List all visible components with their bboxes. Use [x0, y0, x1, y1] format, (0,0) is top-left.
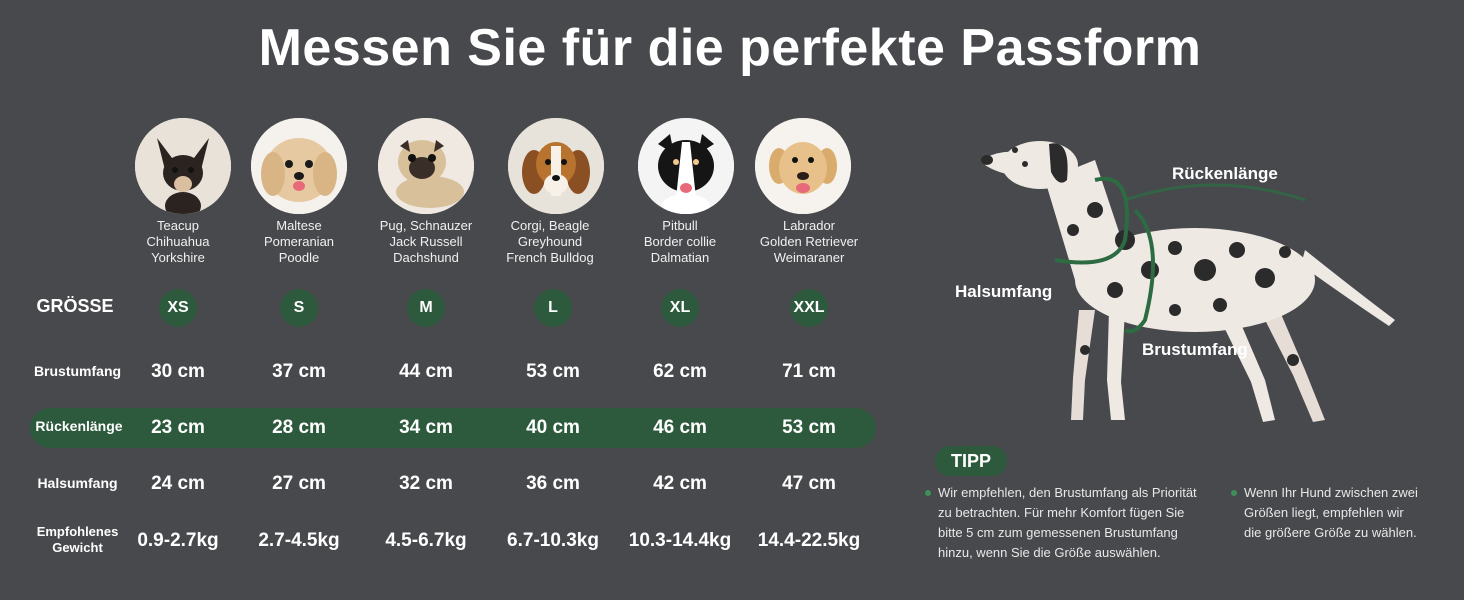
tip-between-sizes: Wenn Ihr Hund zwischen zwei Größen liegt… — [1231, 483, 1444, 543]
maltese-icon — [251, 118, 347, 214]
chest-value: 37 cm — [272, 361, 326, 382]
chest-row-label: Brustumfang — [33, 363, 122, 379]
weight-value: 14.4-22.5kg — [757, 530, 861, 551]
breed-list: Labrador Golden Retriever Weimaraner — [759, 218, 859, 265]
back-value: 34 cm — [399, 417, 453, 438]
chest-value: 44 cm — [399, 361, 453, 382]
neck-row-label: Halsumfang — [37, 475, 118, 491]
back-value: 23 cm — [151, 417, 205, 438]
bullet-icon — [925, 490, 931, 496]
border-collie-icon — [638, 118, 734, 214]
weight-value: 0.9-2.7kg — [137, 530, 219, 551]
chest-value: 62 cm — [653, 361, 707, 382]
neck-value: 47 cm — [782, 473, 836, 494]
size-row-label: GRÖSSE — [36, 296, 114, 316]
size-badge: S — [280, 289, 318, 327]
tip-priority-chest: Wir empfehlen, den Brustumfang als Prior… — [925, 483, 1228, 563]
weight-value: 2.7-4.5kg — [258, 530, 340, 551]
weight-value: 6.7-10.3kg — [507, 530, 599, 551]
breed-list: Pitbull Border collie Dalmatian — [643, 218, 717, 265]
labrador-icon — [755, 118, 851, 214]
tipp-badge: TIPP — [935, 446, 1007, 476]
dog-chest-label: Brustumfang — [1142, 340, 1248, 359]
back-value: 28 cm — [272, 417, 326, 438]
back-value: 53 cm — [782, 417, 836, 438]
size-badge: M — [407, 289, 445, 327]
breed-list: Teacup Chihuahua Yorkshire — [146, 218, 210, 265]
size-badge: L — [534, 289, 572, 327]
neck-value: 24 cm — [151, 473, 205, 494]
back-row-label: Rückenlänge — [35, 418, 123, 434]
neck-value: 32 cm — [399, 473, 453, 494]
weight-row-label: Empfohlenes Gewicht — [36, 524, 119, 555]
chest-value: 71 cm — [782, 361, 836, 382]
chest-value: 53 cm — [526, 361, 580, 382]
beagle-icon — [508, 118, 604, 214]
dog-back-length-label: Rückenlänge — [1172, 164, 1278, 183]
breed-list: Pug, Schnauzer Jack Russell Dachshund — [379, 218, 473, 265]
weight-value: 4.5-6.7kg — [385, 530, 467, 551]
breed-list: Corgi, Beagle Greyhound French Bulldog — [506, 218, 594, 265]
back-value: 46 cm — [653, 417, 707, 438]
back-value: 40 cm — [526, 417, 580, 438]
dalmatian-measurement-icon — [981, 141, 1395, 422]
back-length-row-highlight — [30, 408, 876, 448]
breed-list: Maltese Pomeranian Poodle — [263, 218, 335, 265]
size-badge: XXL — [790, 289, 828, 327]
chihuahua-icon — [135, 118, 231, 214]
neck-value: 36 cm — [526, 473, 580, 494]
bullet-icon — [1231, 490, 1237, 496]
pug-icon — [378, 118, 474, 214]
neck-value: 27 cm — [272, 473, 326, 494]
chest-value: 30 cm — [151, 361, 205, 382]
weight-value: 10.3-14.4kg — [628, 530, 732, 551]
dog-neck-label: Halsumfang — [955, 282, 1053, 301]
size-badge: XS — [159, 289, 197, 327]
neck-value: 42 cm — [653, 473, 707, 494]
size-badge: XL — [661, 289, 699, 327]
page-title: Messen Sie für die perfekte Passform — [258, 19, 1202, 77]
